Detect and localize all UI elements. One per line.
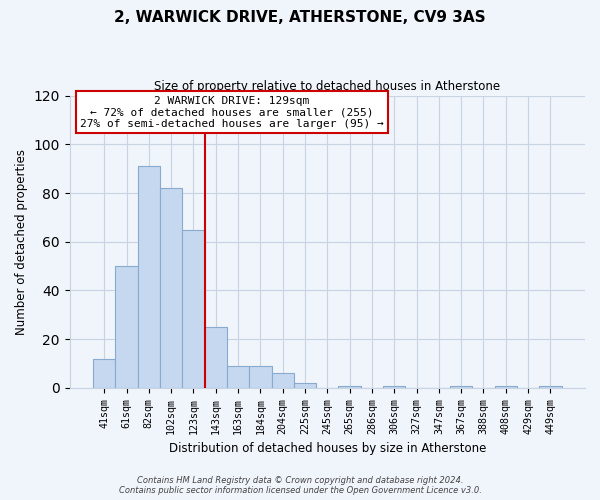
Bar <box>338 386 361 388</box>
Bar <box>494 386 517 388</box>
Bar <box>294 383 316 388</box>
Bar <box>115 266 137 388</box>
Text: Contains HM Land Registry data © Crown copyright and database right 2024.
Contai: Contains HM Land Registry data © Crown c… <box>119 476 481 495</box>
Bar <box>450 386 472 388</box>
Bar <box>160 188 182 388</box>
Bar <box>182 230 205 388</box>
Bar <box>539 386 562 388</box>
Bar <box>249 366 272 388</box>
Bar <box>272 374 294 388</box>
Bar <box>205 327 227 388</box>
Y-axis label: Number of detached properties: Number of detached properties <box>15 149 28 335</box>
Text: 2 WARWICK DRIVE: 129sqm
← 72% of detached houses are smaller (255)
27% of semi-d: 2 WARWICK DRIVE: 129sqm ← 72% of detache… <box>80 96 384 129</box>
Bar <box>227 366 249 388</box>
Bar <box>137 166 160 388</box>
Title: Size of property relative to detached houses in Atherstone: Size of property relative to detached ho… <box>154 80 500 93</box>
Bar <box>93 358 115 388</box>
X-axis label: Distribution of detached houses by size in Atherstone: Distribution of detached houses by size … <box>169 442 486 455</box>
Text: 2, WARWICK DRIVE, ATHERSTONE, CV9 3AS: 2, WARWICK DRIVE, ATHERSTONE, CV9 3AS <box>114 10 486 25</box>
Bar <box>383 386 406 388</box>
